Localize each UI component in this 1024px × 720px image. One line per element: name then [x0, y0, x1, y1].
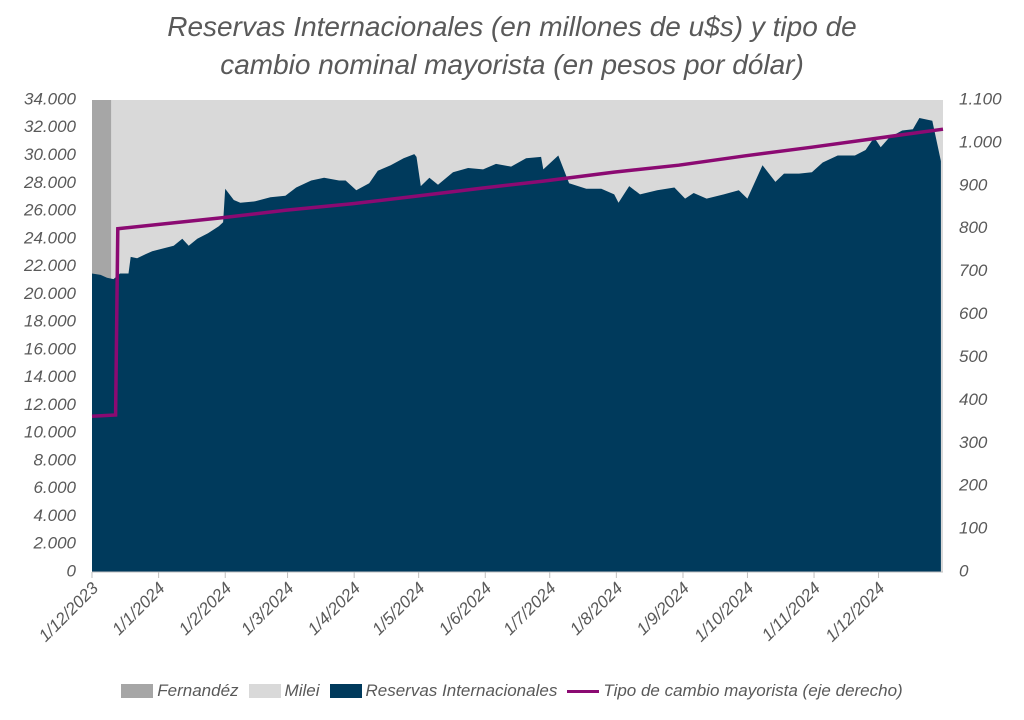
legend-item: Milei: [248, 681, 320, 701]
x-tick-label: 1/12/2023: [35, 578, 102, 645]
y2-tick-label: 900: [959, 175, 988, 194]
y-tick-label: 22.000: [23, 256, 77, 275]
x-tick-label: 1/3/2024: [237, 579, 297, 639]
y2-tick-label: 800: [959, 218, 988, 237]
x-tick-label: 1/11/2024: [758, 579, 824, 645]
legend-item: Fernandéz: [121, 681, 239, 701]
x-tick-label: 1/8/2024: [566, 579, 626, 639]
y-tick-label: 28.000: [23, 173, 77, 192]
legend-swatch: [329, 684, 362, 698]
x-tick-label: 1/10/2024: [691, 579, 758, 646]
x-tick-label: 1/4/2024: [304, 579, 364, 639]
y2-tick-label: 300: [959, 433, 988, 452]
line: [91, 127, 944, 418]
y-tick-label: 16.000: [24, 339, 77, 358]
y2-tick-label: 700: [959, 261, 988, 280]
y-tick-label: 26.000: [23, 201, 77, 220]
legend-label: Milei: [284, 681, 320, 700]
legend-swatch: [121, 684, 154, 698]
y2-tick-label: 600: [959, 304, 988, 323]
x-tick-label: 1/7/2024: [499, 579, 559, 639]
legend-item: Reservas Internacionales: [329, 681, 558, 701]
legend-item: Tipo de cambio mayorista (eje derecho): [567, 681, 903, 701]
y-tick-label: 2.000: [32, 534, 76, 553]
x-tick-label: 1/2/2024: [175, 579, 235, 639]
y-tick-label: 18.000: [24, 312, 77, 331]
legend-label: Fernandéz: [157, 681, 239, 700]
legend-label: Tipo de cambio mayorista (eje derecho): [603, 681, 903, 700]
legend-label: Reservas Internacionales: [365, 681, 558, 700]
chart-title: Reservas Internacionales (en millones de…: [167, 11, 857, 80]
x-tick-label: 1/6/2024: [435, 579, 495, 639]
legend: Fernandéz Milei Reservas Internacionales Ti…: [0, 681, 1024, 701]
y-tick-label: 30.000: [24, 145, 77, 164]
y-tick-label: 8.000: [33, 450, 76, 469]
area: [92, 118, 941, 572]
legend-swatch: [248, 684, 281, 698]
y2-tick-label: 100: [959, 519, 988, 538]
legend-swatch: [567, 689, 600, 693]
x-tick-label: 1/9/2024: [633, 579, 693, 639]
y2-tick-label: 0: [959, 561, 969, 580]
y-tick-label: 20.000: [23, 284, 77, 303]
x-tick-label: 1/5/2024: [368, 579, 428, 639]
x-tick-label: 1/12/2024: [822, 579, 889, 646]
y-tick-label: 32.000: [24, 117, 77, 136]
chart: 0 2.000 4.000 6.000 8.000 10.000 12.000 14.000 1…: [23, 89, 1002, 646]
y2-tick-label: 500: [959, 347, 988, 366]
y-tick-label: 4.000: [33, 506, 76, 525]
y-tick-label: 6.000: [33, 478, 76, 497]
y-tick-label: 14.000: [24, 367, 77, 386]
y2-tick-label: 200: [958, 476, 988, 495]
y-tick-label: 34.000: [24, 89, 77, 108]
y-tick-label: 0: [67, 561, 77, 580]
y-tick-label: 24.000: [23, 228, 77, 247]
y2-tick-label: 400: [959, 390, 988, 409]
y-tick-label: 10.000: [24, 423, 77, 442]
x-tick-label: 1/1/2024: [108, 579, 168, 639]
y2-tick-label: 1.000: [959, 132, 1002, 151]
y-tick-label: 12.000: [24, 395, 77, 414]
y2-tick-label: 1.100: [959, 89, 1002, 108]
